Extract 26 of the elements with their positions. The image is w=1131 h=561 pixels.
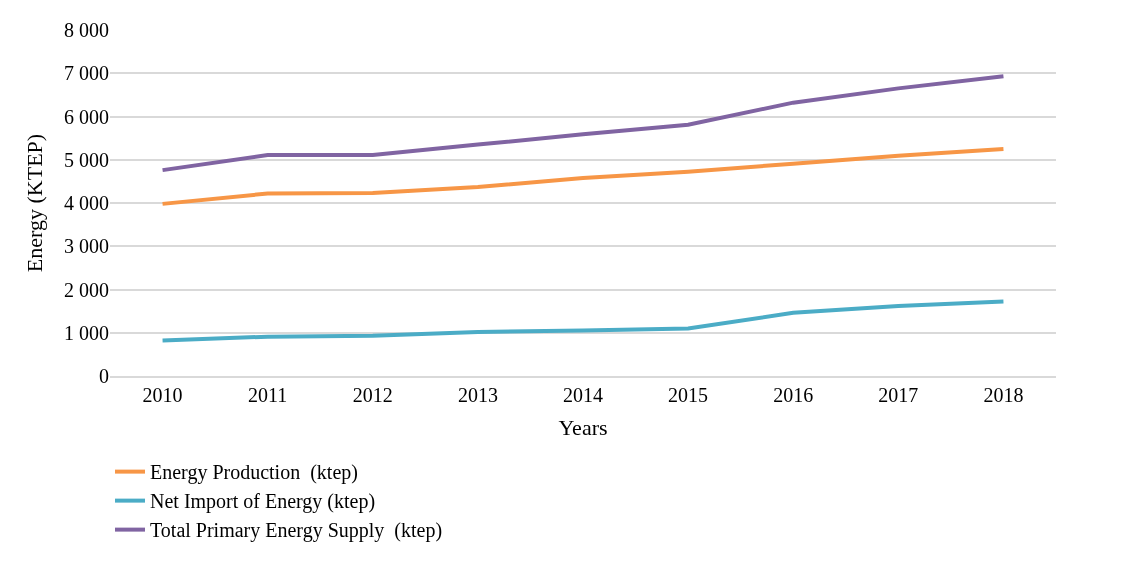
- y-tick-label: 2 000: [64, 278, 109, 301]
- y-tick-label: 1 000: [64, 321, 109, 344]
- legend-label: Net Import of Energy (ktep): [150, 490, 376, 514]
- x-tick-label: 2016: [773, 383, 814, 406]
- line-series: [160, 74, 1006, 173]
- x-tick-label: 2011: [248, 383, 288, 406]
- y-tick-label: 6 000: [64, 105, 109, 128]
- x-tick-label: 2012: [352, 383, 393, 406]
- y-tick-label: 0: [99, 365, 109, 387]
- y-axis-title: Energy (KTEP): [21, 133, 47, 273]
- x-axis-title: Years: [558, 415, 608, 441]
- x-tick-label: 2017: [878, 383, 919, 406]
- legend-label: Energy Production (ktep): [150, 461, 358, 485]
- x-tick-label: 2013: [457, 383, 498, 406]
- x-tick-label: 2010: [142, 383, 183, 406]
- x-tick-label: 2014: [563, 383, 603, 406]
- line-series: [160, 299, 1006, 343]
- y-tick-label: 4 000: [64, 192, 109, 214]
- y-tick-label: 7 000: [64, 62, 109, 85]
- x-tick-label: 2015: [668, 383, 709, 406]
- legend-label: Total Primary Energy Supply (ktep): [150, 519, 443, 543]
- y-tick-label: 3 000: [64, 235, 109, 258]
- x-tick-label: 2018: [983, 383, 1024, 406]
- y-tick-label: 5 000: [64, 148, 109, 171]
- y-tick-label: 8 000: [64, 19, 109, 41]
- line-series: [160, 146, 1006, 206]
